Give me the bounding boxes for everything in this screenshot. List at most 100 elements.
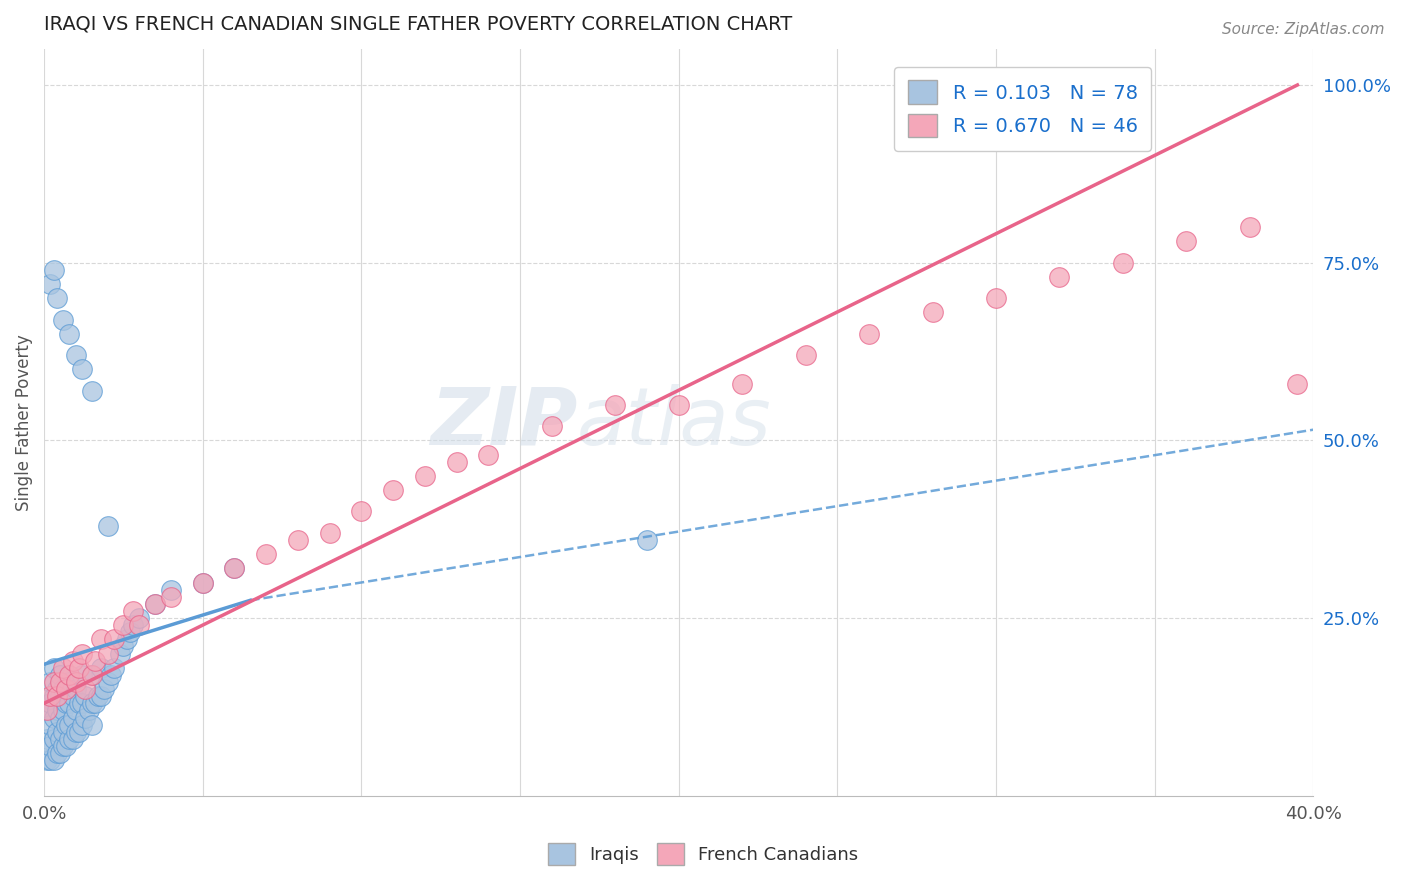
Point	[42, 661, 65, 675]
Point	[318, 525, 340, 540]
Y-axis label: Single Father Poverty: Single Father Poverty	[15, 334, 32, 511]
Point	[80, 668, 103, 682]
Point	[39, 717, 62, 731]
Point	[287, 533, 309, 547]
Point	[87, 690, 110, 704]
Point	[55, 717, 77, 731]
Point	[122, 618, 145, 632]
Point	[65, 675, 87, 690]
Point	[70, 697, 93, 711]
Point	[80, 697, 103, 711]
Point	[39, 690, 62, 704]
Point	[45, 291, 67, 305]
Point	[37, 703, 59, 717]
Point	[858, 326, 880, 341]
Point	[52, 682, 75, 697]
Point	[80, 384, 103, 398]
Point	[62, 654, 84, 668]
Point	[97, 675, 120, 690]
Point	[67, 724, 90, 739]
Text: atlas: atlas	[576, 384, 772, 461]
Point	[540, 419, 562, 434]
Point	[446, 455, 468, 469]
Point	[97, 518, 120, 533]
Point	[118, 625, 141, 640]
Point	[49, 731, 72, 746]
Point	[45, 690, 67, 704]
Point	[62, 690, 84, 704]
Point	[382, 483, 405, 497]
Point	[75, 710, 97, 724]
Point	[58, 717, 80, 731]
Point	[1286, 376, 1309, 391]
Point	[90, 690, 112, 704]
Legend: Iraqis, French Canadians: Iraqis, French Canadians	[538, 834, 868, 874]
Point	[45, 703, 67, 717]
Point	[128, 618, 150, 632]
Point	[65, 348, 87, 362]
Point	[49, 746, 72, 760]
Point	[110, 647, 132, 661]
Point	[100, 668, 122, 682]
Point	[42, 690, 65, 704]
Point	[90, 661, 112, 675]
Point	[42, 710, 65, 724]
Point	[254, 547, 277, 561]
Point	[49, 675, 72, 690]
Point	[49, 690, 72, 704]
Point	[37, 731, 59, 746]
Legend: R = 0.103   N = 78, R = 0.670   N = 46: R = 0.103 N = 78, R = 0.670 N = 46	[894, 67, 1152, 151]
Point	[39, 753, 62, 767]
Point	[160, 582, 183, 597]
Point	[39, 739, 62, 753]
Point	[70, 668, 93, 682]
Point	[115, 632, 138, 647]
Point	[191, 575, 214, 590]
Point	[42, 753, 65, 767]
Point	[58, 731, 80, 746]
Point	[112, 618, 135, 632]
Point	[90, 632, 112, 647]
Point	[921, 305, 943, 319]
Point	[70, 717, 93, 731]
Text: IRAQI VS FRENCH CANADIAN SINGLE FATHER POVERTY CORRELATION CHART: IRAQI VS FRENCH CANADIAN SINGLE FATHER P…	[44, 15, 793, 34]
Point	[45, 682, 67, 697]
Point	[65, 703, 87, 717]
Point	[58, 697, 80, 711]
Point	[1239, 220, 1261, 235]
Text: ZIP: ZIP	[430, 384, 576, 461]
Point	[224, 561, 246, 575]
Point	[75, 690, 97, 704]
Point	[39, 697, 62, 711]
Point	[55, 682, 77, 697]
Point	[75, 682, 97, 697]
Point	[45, 724, 67, 739]
Point	[984, 291, 1007, 305]
Point	[55, 739, 77, 753]
Point	[103, 661, 125, 675]
Point	[350, 504, 373, 518]
Point	[143, 597, 166, 611]
Text: Source: ZipAtlas.com: Source: ZipAtlas.com	[1222, 22, 1385, 37]
Point	[52, 661, 75, 675]
Point	[128, 611, 150, 625]
Point	[77, 703, 100, 717]
Point	[65, 682, 87, 697]
Point	[731, 376, 754, 391]
Point	[62, 710, 84, 724]
Point	[83, 697, 105, 711]
Point	[122, 604, 145, 618]
Point	[62, 731, 84, 746]
Point	[67, 697, 90, 711]
Point	[42, 675, 65, 690]
Point	[65, 724, 87, 739]
Point	[97, 647, 120, 661]
Point	[477, 448, 499, 462]
Point	[52, 703, 75, 717]
Point	[70, 362, 93, 376]
Point	[83, 654, 105, 668]
Point	[58, 326, 80, 341]
Point	[191, 575, 214, 590]
Point	[80, 717, 103, 731]
Point	[52, 724, 75, 739]
